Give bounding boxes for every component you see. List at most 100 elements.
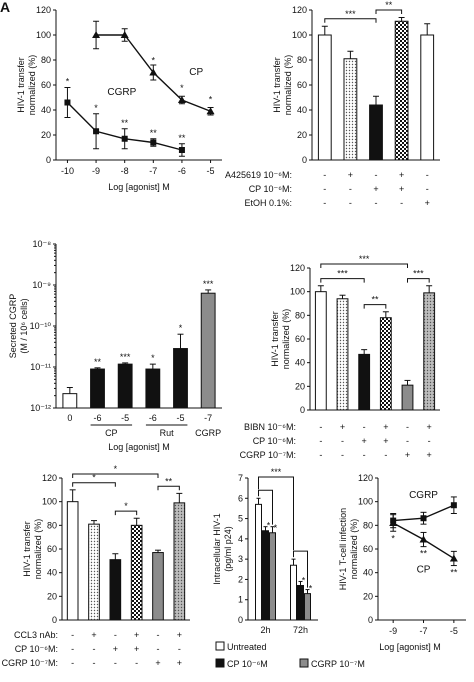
panel-c-bar	[90, 368, 105, 409]
panel-e-bar	[130, 524, 143, 621]
panel-d-bracket	[320, 278, 365, 283]
panel-g-significance: *	[391, 533, 395, 543]
panel-f-significance: *	[267, 521, 271, 531]
panel-d-y-label-line2: normalized (%)	[281, 309, 291, 370]
panel-g-series-label-CGRP: CGRP	[409, 490, 438, 501]
panel-g-x-label: Log [agonist] M	[379, 642, 441, 652]
panel-e-y-tick-label: 60	[47, 544, 57, 554]
panel-b-y-tick-label: 80	[297, 55, 307, 65]
panel-g-y-label-line1: HIV-1 T-cell infection	[338, 508, 348, 590]
panel-b-bar	[394, 20, 409, 161]
panel-g-significance: **	[420, 549, 428, 559]
panel-f-group-bracket	[293, 550, 308, 588]
panel-f-top-significance: ***	[271, 467, 282, 477]
panel-a-series-label-CP: CP	[189, 67, 203, 78]
panel-e-condition-sign: -	[178, 644, 181, 654]
panel-a-point-CGRP	[121, 135, 128, 142]
panel-a-point-CP	[177, 96, 186, 103]
panel-c-y-tick-label: 10⁻¹²	[30, 403, 51, 413]
panel-f-significance: *	[302, 576, 306, 586]
panel-g-y-tick-label: 80	[363, 520, 373, 530]
panel-d-condition-sign: +	[427, 422, 432, 432]
panel-a-y-tick-label: 60	[41, 80, 51, 90]
panel-d-bar	[336, 298, 349, 411]
panel-d-condition-sign: -	[319, 436, 322, 446]
panel-d-condition-sign: +	[427, 450, 432, 460]
panel-d-condition-sign: -	[363, 450, 366, 460]
panel-a-point-CP	[149, 68, 158, 76]
panel-a-significance: **	[150, 128, 158, 138]
panel-g-y-tick-label: 20	[363, 591, 373, 601]
panel-d-y-tick-label: 80	[295, 310, 305, 320]
panel-e-condition-sign: +	[134, 630, 139, 640]
panel-c-bar	[200, 292, 216, 409]
panel-g-series-label-CP: CP	[417, 565, 431, 576]
panel-e-condition-sign: -	[71, 644, 74, 654]
panel-e-bracket	[157, 485, 180, 491]
panel-d-bracket	[407, 278, 430, 283]
panel-e-bar	[88, 523, 100, 621]
panel-b-condition-label: CP 10⁻⁶M:	[249, 184, 292, 194]
panel-d-condition-sign: -	[406, 422, 409, 432]
panel-a-significance: *	[152, 56, 156, 66]
panel-e-condition-sign: -	[71, 630, 74, 640]
panel-d-condition-sign: -	[363, 422, 366, 432]
panel-f-y-tick-label: 1	[238, 595, 243, 605]
panel-b-condition-sign: -	[349, 198, 352, 208]
panel-f-x-tick-label: 2h	[260, 625, 270, 635]
panel-e-condition-sign: -	[157, 644, 160, 654]
panel-a-point-CGRP	[150, 139, 157, 146]
panel-e-condition-sign: -	[157, 630, 160, 640]
panel-f-bar	[255, 503, 262, 621]
panel-e-condition-sign: -	[93, 644, 96, 654]
panel-b-y-label-line1: HIV-1 transfer	[272, 57, 282, 113]
panel-c-significance: *	[151, 353, 155, 363]
panel-f-bar	[304, 593, 311, 621]
panel-a-point-CP	[92, 31, 101, 38]
panel-f-y-label-line2: (pg/ml p24)	[223, 526, 233, 572]
panel-e-bracket	[114, 510, 138, 516]
panel-d-y-label: HIV-1 transfer normalized (%)	[270, 309, 291, 370]
panel-c-bar	[62, 393, 78, 409]
panel-d-condition-label: CGRP 10⁻⁷M:	[240, 450, 296, 460]
panel-b-condition-sign: +	[425, 198, 430, 208]
panel-d-bracket-significance: ***	[359, 254, 370, 264]
panel-b-condition-sign: -	[375, 198, 378, 208]
panel-e-bracket-significance: **	[165, 476, 173, 486]
panel-f-bar	[262, 530, 269, 621]
panel-b-condition-sign: -	[400, 198, 403, 208]
panel-c-group-label: Rut	[160, 428, 175, 438]
panel-g-y-tick-label: 0	[368, 615, 373, 625]
panel-c-x-tick-label: -6	[149, 413, 157, 423]
panel-c-x-label: Log [agonist] M	[108, 442, 170, 452]
panel-d-condition-sign: +	[383, 422, 388, 432]
panel-b-bar	[369, 104, 383, 161]
panel-f-y-tick-label: 5	[238, 514, 243, 524]
panel-g-y-tick-label: 60	[363, 544, 373, 554]
panel-b-y-tick-label: 120	[292, 5, 307, 15]
panel-f-y-tick-label: 0	[238, 615, 243, 625]
panel-f-top-bracket	[258, 476, 294, 551]
panel-a-y-tick-label: 20	[41, 130, 51, 140]
panel-e-bracket-significance: *	[92, 473, 96, 483]
panel-e-bar	[173, 502, 186, 621]
panel-d-bar	[358, 353, 371, 411]
panel-a-y-label-line2: normalized (%)	[27, 55, 37, 116]
panel-b-condition-sign: -	[323, 184, 326, 194]
panel-d-condition-sign: -	[341, 450, 344, 460]
panel-d-bracket-significance: **	[371, 295, 379, 305]
panel-a-point-CP	[206, 107, 215, 115]
panel-a-significance: **	[178, 133, 186, 143]
panel-g-x-tick-label: -5	[450, 626, 458, 636]
panel-d-condition-sign: +	[340, 422, 345, 432]
panel-e-y-tick-label: 80	[47, 520, 57, 530]
panel-b-condition-sign: -	[375, 170, 378, 180]
panel-a-y-label-line1: HIV-1 transfer	[16, 57, 26, 113]
panel-f-legend-swatch	[215, 641, 225, 651]
panel-b-y-tick-label: 20	[297, 130, 307, 140]
panel-b-bracket	[375, 9, 403, 14]
panel-g-y-tick-label: 120	[358, 473, 373, 483]
panel-g-point-CP	[389, 518, 398, 526]
panel-d-condition-sign: +	[362, 436, 367, 446]
